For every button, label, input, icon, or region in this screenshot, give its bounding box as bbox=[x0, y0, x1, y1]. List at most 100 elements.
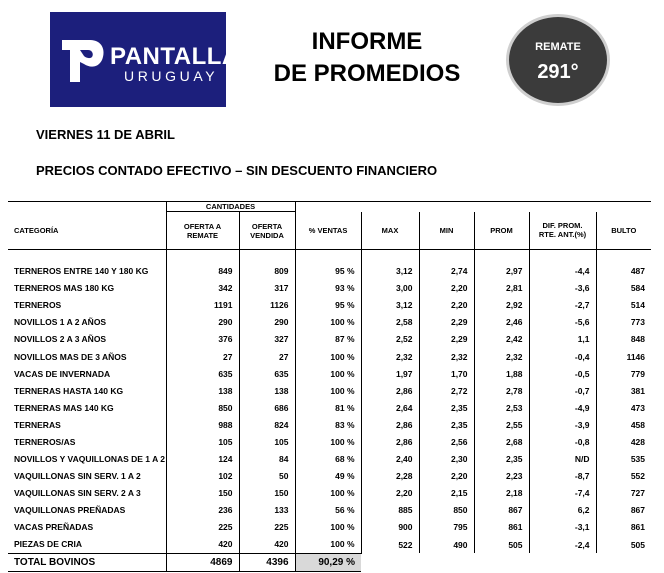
table-row: PIEZAS DE CRIA 420 420 100 % 522 490 505 -2,4 50… bbox=[8, 536, 652, 554]
cell-remate: 290 bbox=[165, 313, 239, 331]
cell-min: 2,74 bbox=[418, 262, 475, 280]
cell-cat: TERNEROS MAS 180 KG bbox=[14, 283, 115, 294]
cell-cat: NOVILLOS MAS DE 3 AÑOS bbox=[14, 351, 127, 362]
header-oferta-remate: OFERTA A REMATE bbox=[165, 211, 239, 250]
cell-cat: NOVILLOS 1 A 2 AÑOS bbox=[14, 317, 107, 328]
cell-vendida: 420 bbox=[238, 536, 296, 554]
cell-prom: 2,78 bbox=[473, 382, 530, 400]
cell-pct: 100 % bbox=[294, 433, 362, 451]
cell-bulto: 552 bbox=[595, 467, 652, 485]
cell-pct: 56 % bbox=[294, 501, 362, 519]
header-categoria: CATEGORÍA bbox=[8, 211, 166, 250]
cell-cat: NOVILLOS Y VAQUILLONAS DE 1 A 2 bbox=[14, 454, 165, 465]
cell-prom: 2,81 bbox=[473, 279, 530, 297]
cell-remate: 342 bbox=[165, 279, 239, 297]
cell-remate: 102 bbox=[165, 467, 239, 485]
cell-prom: 867 bbox=[473, 501, 530, 519]
cell-remate: 27 bbox=[165, 347, 239, 366]
cell-max: 3,00 bbox=[360, 279, 420, 297]
cell-dif: -0,4 bbox=[528, 347, 597, 366]
table-row: TERNERAS 988 824 83 % 2,86 2,35 2,55 -3,9 458 bbox=[8, 416, 652, 434]
cell-prom: 505 bbox=[473, 536, 530, 554]
cell-min: 2,35 bbox=[418, 416, 475, 434]
cell-bulto: 514 bbox=[595, 296, 652, 314]
cell-max: 3,12 bbox=[360, 296, 420, 314]
cell-bulto: 727 bbox=[595, 484, 652, 502]
cell-pct: 100 % bbox=[294, 313, 362, 331]
auction-badge: REMATE 291° bbox=[506, 14, 610, 106]
cell-dif: -0,8 bbox=[528, 433, 597, 451]
cell-bulto: 779 bbox=[595, 365, 652, 383]
pantalla-uruguay-logo: PANTALLA ® URUGUAY bbox=[50, 12, 269, 107]
cell-bulto: 381 bbox=[595, 382, 652, 400]
cell-min: 2,15 bbox=[418, 484, 475, 502]
cell-max: 2,86 bbox=[360, 416, 420, 434]
report-subtitle: PRECIOS CONTADO EFECTIVO – SIN DESCUENTO… bbox=[36, 163, 438, 178]
cell-dif: -3,6 bbox=[528, 279, 597, 297]
cell-min: 2,32 bbox=[418, 347, 475, 366]
table-row: NOVILLOS 2 A 3 AÑOS 376 327 87 % 2,52 2,29 2,4… bbox=[8, 330, 652, 348]
cell-cat: NOVILLOS 2 A 3 AÑOS bbox=[14, 334, 107, 345]
cell-cat: VACAS PREÑADAS bbox=[14, 522, 94, 533]
header-max: MAX bbox=[360, 211, 420, 250]
cell-cat: TERNERAS bbox=[14, 419, 61, 430]
cell-max: 885 bbox=[360, 501, 420, 519]
cell-vendida: 50 bbox=[238, 467, 296, 485]
cell-remate: 138 bbox=[165, 382, 239, 400]
cell-cat: TERNEROS bbox=[14, 300, 62, 311]
cell-dif: -4,4 bbox=[528, 262, 597, 280]
cell-cat: VAQUILLONAS SIN SERV. 2 A 3 bbox=[14, 488, 141, 499]
cell-pct: 95 % bbox=[294, 296, 362, 314]
cell-max: 2,40 bbox=[360, 450, 420, 468]
cell-prom: 2,35 bbox=[473, 450, 530, 468]
cell-bulto: 861 bbox=[595, 518, 652, 536]
cell-remate: 105 bbox=[165, 433, 239, 451]
cell-cat: TERNERAS MAS 140 KG bbox=[14, 402, 114, 413]
cell-max: 2,58 bbox=[360, 313, 420, 331]
cell-vendida: 635 bbox=[238, 365, 296, 383]
cell-min: 2,20 bbox=[418, 467, 475, 485]
cell-max: 522 bbox=[360, 536, 420, 554]
table-row: VACAS PREÑADAS 225 225 100 % 900 795 861 -3,1 86… bbox=[8, 518, 652, 536]
cell-dif: -2,4 bbox=[528, 536, 597, 554]
cell-bulto: 458 bbox=[595, 416, 652, 434]
badge-label: REMATE bbox=[535, 41, 581, 53]
cell-pct: 81 % bbox=[294, 399, 362, 417]
cell-cat: TERNERAS HASTA 140 KG bbox=[14, 385, 124, 396]
cell-cat: TERNEROS ENTRE 140 Y 180 KG bbox=[14, 266, 149, 277]
cell-dif: -0,7 bbox=[528, 382, 597, 400]
header-oferta-vendida: OFERTA VENDIDA bbox=[238, 211, 296, 250]
cell-remate: 849 bbox=[165, 262, 239, 280]
table-body: TERNEROS ENTRE 140 Y 180 KG 849 809 95 % 3,1… bbox=[8, 249, 652, 554]
table-row: VAQUILLONAS SIN SERV. 2 A 3 150 150 100 % 2,… bbox=[8, 484, 652, 502]
cell-min: 2,29 bbox=[418, 330, 475, 348]
cell-max: 2,86 bbox=[360, 382, 420, 400]
cell-max: 3,12 bbox=[360, 262, 420, 280]
cell-cat: VAQUILLONAS PREÑADAS bbox=[14, 505, 126, 516]
total-vendida: 4396 bbox=[238, 552, 296, 572]
cell-vendida: 84 bbox=[238, 450, 296, 468]
logo-brand: PANTALLA bbox=[110, 43, 240, 70]
cell-bulto: 428 bbox=[595, 433, 652, 451]
cell-vendida: 1126 bbox=[238, 296, 296, 314]
cell-max: 2,52 bbox=[360, 330, 420, 348]
cell-remate: 236 bbox=[165, 501, 239, 519]
table-row: NOVILLOS MAS DE 3 AÑOS 27 27 100 % 2,32 2,32 2… bbox=[8, 347, 652, 366]
cell-min: 2,20 bbox=[418, 296, 475, 314]
cell-dif: -3,9 bbox=[528, 416, 597, 434]
cell-max: 1,97 bbox=[360, 365, 420, 383]
cell-cat: TERNEROS/AS bbox=[14, 436, 76, 447]
table-row: VAQUILLONAS PREÑADAS 236 133 56 % 885 850 867 6… bbox=[8, 501, 652, 519]
spacer-row bbox=[8, 249, 652, 263]
group-header-cantidades: CANTIDADES bbox=[165, 201, 296, 212]
cell-bulto: 1146 bbox=[595, 347, 652, 366]
table-row: VAQUILLONAS SIN SERV. 1 A 2 102 50 49 % 2,28… bbox=[8, 467, 652, 485]
cell-prom: 2,18 bbox=[473, 484, 530, 502]
cell-vendida: 150 bbox=[238, 484, 296, 502]
table-row: NOVILLOS Y VAQUILLONAS DE 1 A 2 124 84 68 %… bbox=[8, 450, 652, 468]
cell-prom: 861 bbox=[473, 518, 530, 536]
header-prom: PROM bbox=[473, 211, 530, 250]
cell-prom: 2,53 bbox=[473, 399, 530, 417]
cell-dif: -2,7 bbox=[528, 296, 597, 314]
cell-dif: -0,5 bbox=[528, 365, 597, 383]
